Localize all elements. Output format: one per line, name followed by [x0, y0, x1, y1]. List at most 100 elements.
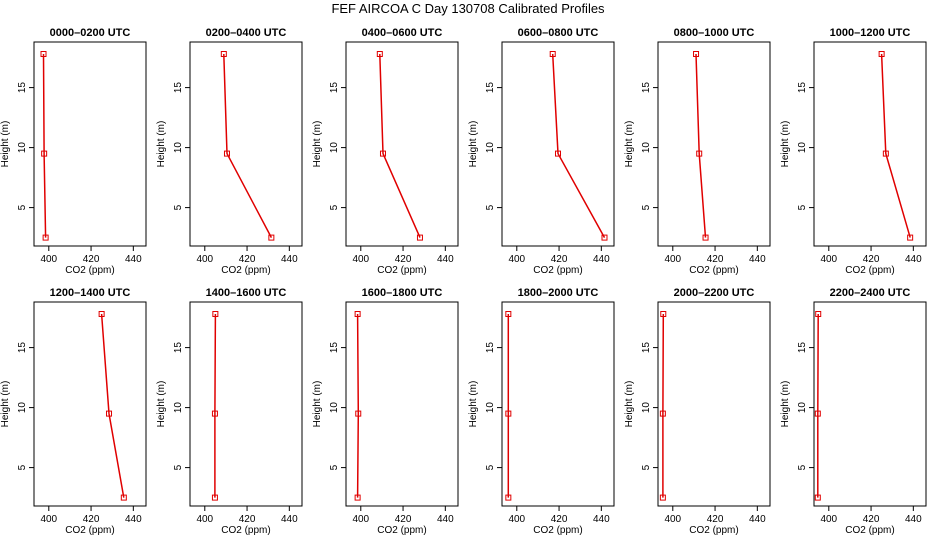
y-tick-label: 15 [797, 82, 808, 94]
y-axis-label: Height (m) [0, 121, 11, 168]
panel-8: 1400–1600 UTC 400 420 440 5 10 15 CO2 (ppm) Heig… [156, 287, 303, 536]
y-tick-label: 5 [485, 204, 496, 210]
panel-title: 0600–0800 UTC [518, 27, 599, 39]
data-point [505, 494, 512, 501]
x-tick-label: 400 [40, 514, 57, 525]
plot-frame [813, 41, 927, 247]
x-axis-label: CO2 (ppm) [845, 265, 894, 276]
data-point [220, 51, 227, 57]
x-tick-label: 400 [820, 254, 837, 265]
panel-5: 0800–1000 UTC 400 420 440 5 10 15 CO2 (ppm) Heig… [624, 27, 771, 276]
panel-9: 1600–1800 UTC 400 420 440 5 10 15 CO2 (ppm) Heig… [312, 287, 459, 536]
y-tick-label: 10 [329, 142, 340, 154]
x-tick-label: 400 [352, 514, 369, 525]
plot-frame [657, 301, 771, 507]
y-tick-label: 5 [329, 464, 340, 470]
data-point [354, 311, 361, 317]
x-tick-label: 420 [551, 254, 568, 265]
y-tick-label: 5 [17, 464, 28, 470]
x-axis-label: CO2 (ppm) [377, 525, 426, 536]
x-axis-label: CO2 (ppm) [533, 525, 582, 536]
x-tick-label: 440 [281, 514, 298, 525]
data-point [416, 234, 423, 241]
panel-11: 2000–2200 UTC 400 420 440 5 10 15 CO2 (ppm) Heig… [624, 287, 771, 536]
x-tick-label: 400 [40, 254, 57, 265]
x-axis-label: CO2 (ppm) [689, 265, 738, 276]
plot-frame [501, 301, 615, 507]
x-tick-label: 440 [593, 514, 610, 525]
panel-title: 2200–2400 UTC [830, 287, 911, 299]
y-tick-label: 10 [329, 402, 340, 414]
panel-6: 1000–1200 UTC 400 420 440 5 10 15 CO2 (ppm) Heig… [780, 27, 927, 276]
y-tick-label: 5 [797, 464, 808, 470]
x-tick-label: 420 [707, 254, 724, 265]
x-tick-label: 420 [863, 514, 880, 525]
y-tick-label: 5 [797, 204, 808, 210]
x-axis-label: CO2 (ppm) [65, 525, 114, 536]
data-point [106, 410, 113, 417]
y-axis-label: Height (m) [468, 121, 479, 168]
x-tick-label: 400 [508, 254, 525, 265]
profile-line [42, 53, 47, 238]
data-point [98, 311, 105, 317]
data-point [41, 150, 48, 157]
y-tick-label: 15 [485, 342, 496, 354]
data-point [268, 234, 275, 241]
data-point [223, 150, 230, 157]
data-point [815, 311, 822, 317]
x-tick-label: 420 [551, 514, 568, 525]
data-point [555, 150, 561, 157]
data-point [549, 51, 556, 57]
panel-3: 0400–0600 UTC 400 420 440 5 10 15 CO2 (ppm) Heig… [312, 27, 459, 276]
panel-4: 0600–0800 UTC 400 420 440 5 10 15 CO2 (ppm) Heig… [468, 27, 615, 276]
y-tick-label: 5 [641, 464, 652, 470]
panel-7: 1200–1400 UTC 400 420 440 5 10 15 CO2 (ppm) Heig… [0, 287, 147, 536]
plot-frame [813, 301, 927, 507]
data-point [211, 494, 218, 501]
data-point [376, 51, 383, 57]
panel-2: 0200–0400 UTC 400 420 440 5 10 15 CO2 (ppm) Heig… [156, 27, 303, 276]
y-tick-label: 10 [641, 402, 652, 414]
data-point [379, 150, 386, 157]
profile-line [100, 313, 125, 498]
x-tick-label: 400 [508, 514, 525, 525]
y-tick-label: 10 [17, 402, 28, 414]
y-axis-label: Height (m) [624, 121, 635, 168]
panel-12: 2200–2400 UTC 400 420 440 5 10 15 CO2 (ppm) Heig… [780, 287, 927, 536]
x-axis-label: CO2 (ppm) [65, 265, 114, 276]
panel-1: 0000–0200 UTC 400 420 440 5 10 15 CO2 (ppm) Heig… [0, 27, 147, 276]
data-point [814, 494, 821, 501]
y-tick-label: 10 [641, 142, 652, 154]
x-tick-label: 420 [395, 514, 412, 525]
x-tick-label: 440 [125, 254, 142, 265]
profile-line [356, 313, 360, 498]
y-axis-label: Height (m) [156, 381, 167, 428]
data-point [601, 234, 608, 241]
plot-frame [189, 41, 303, 247]
y-tick-label: 5 [173, 204, 184, 210]
y-axis-label: Height (m) [312, 381, 323, 428]
y-tick-label: 5 [485, 464, 496, 470]
y-tick-label: 15 [17, 82, 28, 94]
data-point [814, 410, 821, 417]
x-tick-label: 400 [664, 514, 681, 525]
panel-title: 0000–0200 UTC [50, 27, 131, 39]
y-axis-label: Height (m) [468, 381, 479, 428]
x-tick-label: 400 [820, 514, 837, 525]
plot-frame [501, 41, 615, 247]
y-tick-label: 15 [173, 82, 184, 94]
plot-frame [345, 41, 459, 247]
x-tick-label: 440 [437, 514, 454, 525]
y-tick-label: 15 [329, 82, 340, 94]
y-tick-label: 15 [17, 342, 28, 354]
y-tick-label: 5 [173, 464, 184, 470]
x-tick-label: 400 [664, 254, 681, 265]
x-tick-label: 400 [196, 254, 213, 265]
x-axis-label: CO2 (ppm) [689, 525, 738, 536]
x-axis-label: CO2 (ppm) [221, 265, 270, 276]
profile-line [695, 53, 707, 238]
panel-title: 2000–2200 UTC [674, 287, 755, 299]
plot-frame [657, 41, 771, 247]
panel-title: 0400–0600 UTC [362, 27, 443, 39]
